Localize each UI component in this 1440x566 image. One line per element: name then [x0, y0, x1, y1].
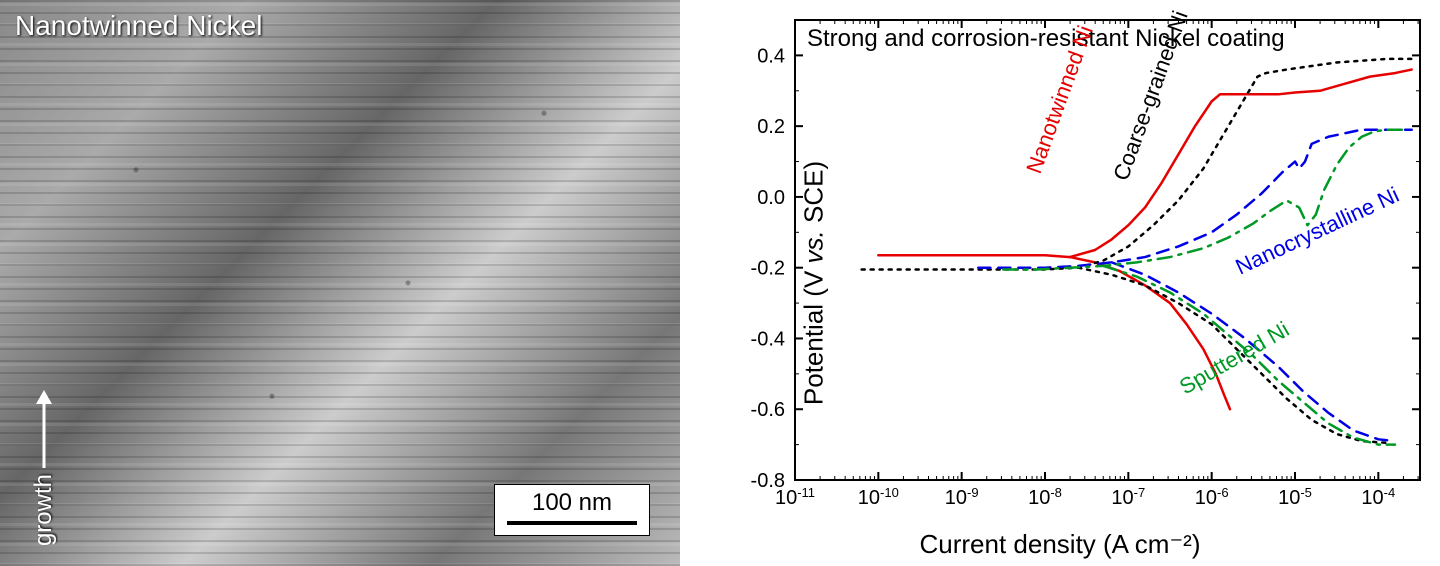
micrograph-texture: [0, 0, 680, 566]
micrograph-title: Nanotwinned Nickel: [15, 10, 262, 42]
svg-text:10-9: 10-9: [945, 485, 979, 510]
x-axis-label: Current density (A cm⁻²): [919, 529, 1200, 560]
scale-bar-label: 100 nm: [507, 489, 637, 517]
svg-text:-0.2: -0.2: [751, 258, 785, 280]
svg-text:10-5: 10-5: [1278, 485, 1312, 510]
svg-text:10-7: 10-7: [1111, 485, 1145, 510]
svg-text:-0.6: -0.6: [751, 399, 785, 421]
scale-bar: 100 nm: [494, 484, 650, 536]
svg-text:10-6: 10-6: [1195, 485, 1229, 510]
micrograph-panel: Nanotwinned Nickel growth 100 nm: [0, 0, 680, 566]
series-label: Nanocrystalline Ni: [1232, 182, 1403, 280]
scale-bar-line: [507, 521, 637, 525]
arrow-up-icon: [32, 390, 56, 470]
chart-panel: -0.8-0.6-0.4-0.20.00.20.410-1110-1010-91…: [680, 0, 1440, 566]
growth-label: growth: [30, 474, 58, 546]
svg-text:0.2: 0.2: [757, 116, 785, 138]
svg-text:0.4: 0.4: [757, 45, 785, 67]
svg-text:10-11: 10-11: [775, 485, 815, 510]
svg-text:-0.4: -0.4: [751, 328, 785, 350]
polarization-chart: -0.8-0.6-0.4-0.20.00.20.410-1110-1010-91…: [680, 0, 1440, 566]
svg-text:10-10: 10-10: [858, 485, 899, 510]
micrograph-image: [0, 0, 680, 566]
svg-text:10-8: 10-8: [1028, 485, 1062, 510]
svg-text:0.0: 0.0: [757, 187, 785, 209]
growth-arrow: growth: [30, 390, 58, 546]
y-axis-label: Potential (V vs. SCE): [799, 161, 830, 405]
svg-text:10-4: 10-4: [1361, 485, 1395, 510]
svg-text:Strong and corrosion-resistant: Strong and corrosion-resistant Nickel co…: [807, 25, 1285, 52]
